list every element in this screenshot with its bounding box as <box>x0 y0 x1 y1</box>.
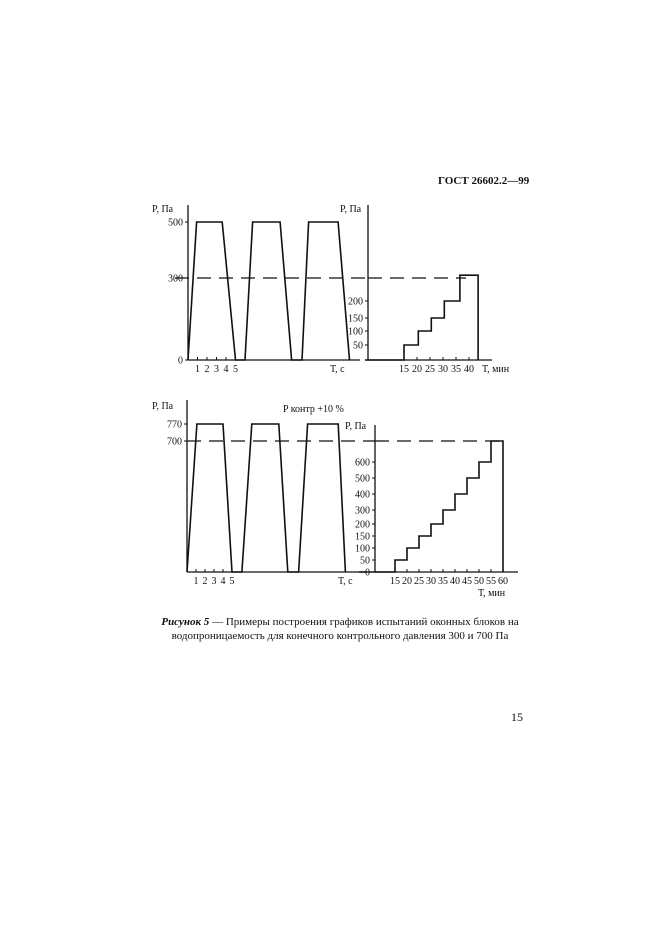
y-tick-label: 400 <box>355 490 370 501</box>
caption-label: Рисунок 5 <box>161 616 210 628</box>
x-axis-label: Т, с <box>330 364 345 375</box>
pressure-series-line <box>186 423 347 573</box>
x-tick-label: 3 <box>214 364 219 375</box>
pressure-series-line <box>365 274 479 361</box>
y-tick-label: 300 <box>168 274 183 285</box>
x-tick-label: 15 <box>399 364 409 375</box>
y-tick-label: 200 <box>348 297 363 308</box>
y-tick-label: 700 <box>167 437 182 448</box>
annotation-p-control: P контр +10 % <box>283 404 344 415</box>
x-tick-label: 2 <box>205 364 210 375</box>
y-axis-label: P, Па <box>340 204 362 215</box>
x-tick-label: 4 <box>221 576 226 587</box>
x-tick-label: 30 <box>438 364 448 375</box>
caption-text: — Примеры построения графиков испытаний … <box>171 616 519 642</box>
document-code: ГОСТ 26602.2—99 <box>438 175 530 187</box>
x-tick-label: 20 <box>412 364 422 375</box>
x-tick-label: 1 <box>194 576 199 587</box>
x-tick-label: 40 <box>464 364 474 375</box>
y-tick-label: 150 <box>348 314 363 325</box>
x-tick-label: 45 <box>462 576 472 587</box>
x-tick-label: 50 <box>474 576 484 587</box>
y-tick-label: 300 <box>355 506 370 517</box>
x-tick-label: 2 <box>203 576 208 587</box>
y-tick-label: 600 <box>355 458 370 469</box>
x-tick-label: 4 <box>224 364 229 375</box>
y-axis-label: P, Па <box>345 421 367 432</box>
x-tick-label: 60 <box>498 576 508 587</box>
y-tick-label: 50 <box>353 341 363 352</box>
y-axis-label: P, Па <box>152 401 174 412</box>
x-tick-label: 20 <box>402 576 412 587</box>
x-tick-label: 40 <box>450 576 460 587</box>
x-tick-label: 25 <box>425 364 435 375</box>
x-tick-label: 5 <box>233 364 238 375</box>
pressure-series-line <box>359 440 504 573</box>
y-tick-label: 770 <box>167 420 182 431</box>
x-tick-label: 35 <box>438 576 448 587</box>
y-tick-label: 0 <box>365 568 370 579</box>
x-axis-label: Т, с <box>338 576 353 587</box>
x-tick-label: 1 <box>195 364 200 375</box>
y-tick-label: 50 <box>360 556 370 567</box>
x-tick-label: 30 <box>426 576 436 587</box>
x-tick-label: 25 <box>414 576 424 587</box>
x-tick-label: 3 <box>212 576 217 587</box>
x-tick-label: 35 <box>451 364 461 375</box>
x-axis-label: Т, мин <box>478 588 506 599</box>
x-tick-label: 5 <box>230 576 235 587</box>
figure-caption: Рисунок 5 — Примеры построения графиков … <box>150 615 530 643</box>
y-tick-label: 200 <box>355 520 370 531</box>
pressure-series-line <box>187 221 351 361</box>
y-axis-label: P, Па <box>152 204 174 215</box>
x-tick-label: 15 <box>390 576 400 587</box>
x-tick-label: 55 <box>486 576 496 587</box>
page-number: 15 <box>511 710 523 724</box>
y-tick-label: 100 <box>355 544 370 555</box>
y-tick-label: 0 <box>178 356 183 367</box>
y-tick-label: 500 <box>355 474 370 485</box>
y-tick-label: 150 <box>355 532 370 543</box>
y-tick-label: 500 <box>168 218 183 229</box>
y-tick-label: 100 <box>348 327 363 338</box>
x-axis-label: Т, мин <box>482 364 510 375</box>
